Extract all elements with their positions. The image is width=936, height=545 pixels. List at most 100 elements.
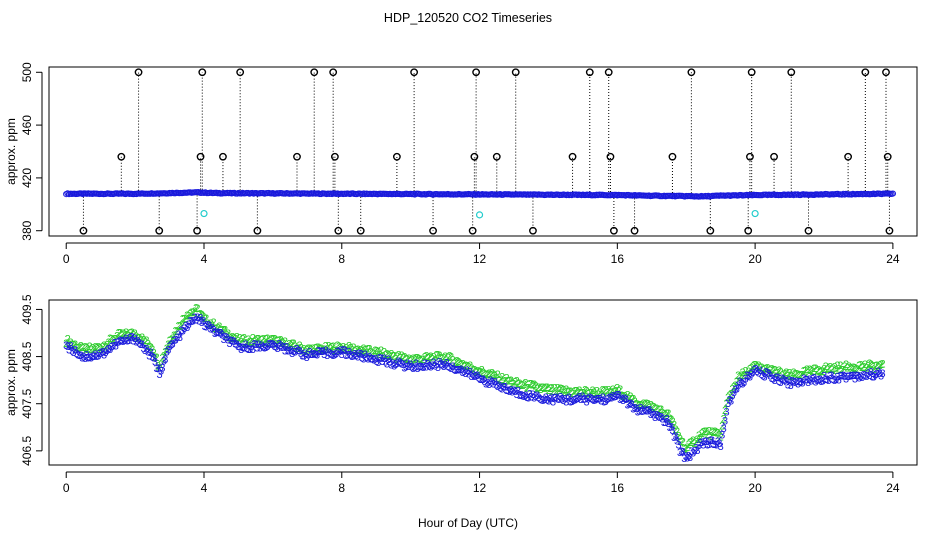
series-3-point: 3 [181,323,187,335]
series-2-point: 2 [88,344,94,356]
top-series [63,68,897,235]
series-3-point: 3 [702,436,708,448]
series-3-point: 3 [604,394,610,406]
series-3-point: 3 [362,349,368,361]
top-y-axis: 380 420 460 500 [20,62,43,241]
series-3-point: 3 [232,338,238,350]
series-3-point: 3 [598,396,604,408]
series-2-point: 2 [311,347,317,359]
series-3-point: 3 [849,371,855,383]
series-3-point: 3 [805,377,811,389]
series-3-point: 3 [877,368,883,380]
series-2-point: 2 [703,426,709,438]
series-2-point: 2 [509,379,515,391]
series-3-point: 3 [815,375,821,387]
series-3-point: 3 [110,341,116,353]
series-2-point: 2 [70,339,76,351]
series-3-point: 3 [224,332,230,344]
y-tick-label: 407.5 [20,388,34,418]
series-2-point: 2 [78,340,84,352]
series-3-point: 3 [605,393,611,405]
series-3-point: 3 [734,383,740,395]
series-3-point: 3 [330,350,336,362]
series-2-point: 2 [751,360,757,372]
series-3-point: 3 [587,392,593,404]
series-2-point: 2 [646,403,652,415]
series-2-point: 2 [780,369,786,381]
series-2-point: 2 [632,396,638,408]
series-3-point: 3 [393,359,399,371]
series-3-point: 3 [397,357,403,369]
series-3-point: 3 [320,346,326,358]
series-3-point: 3 [508,385,514,397]
series-3-point: 3 [766,368,772,380]
series-3-point: 3 [414,363,420,375]
series-3-point: 3 [731,387,737,399]
series-2-point: 2 [584,386,590,398]
series-3-point: 3 [366,352,372,364]
series-3-point: 3 [345,350,351,362]
series-3-point: 3 [206,320,212,332]
series-3-point: 3 [404,358,410,370]
series-2-point: 2 [769,363,775,375]
series-2-point: 2 [302,346,308,358]
series-2-point: 2 [117,328,123,340]
series-3-point: 3 [449,361,455,373]
series-2-point: 2 [363,347,369,359]
series-3-point: 3 [423,361,429,373]
bottom-series: 2222222222222222222222222222222222222222… [63,303,886,465]
series-3-point: 3 [237,342,243,354]
series-2-point: 2 [651,402,657,414]
series-2-point: 2 [664,408,670,420]
series-3-point: 3 [728,396,734,408]
series-2-point: 2 [544,382,550,394]
series-2-point: 2 [79,342,85,354]
series-3-point: 3 [143,344,149,356]
series-3-point: 3 [371,355,377,367]
series-3-point: 3 [668,422,674,434]
series-2-point: 2 [662,410,668,422]
series-3-point: 3 [878,370,884,382]
series-2-point: 2 [305,343,311,355]
series-3-point: 3 [820,376,826,388]
series-3-point: 3 [461,366,467,378]
series-3-point: 3 [616,389,622,401]
y-tick-label: 380 [20,220,34,240]
series-2-point: 2 [585,389,591,401]
series-3-point: 3 [779,373,785,385]
series-3-point: 3 [861,370,867,382]
x-tick-label: 0 [63,252,70,266]
series-3-point: 3 [751,364,757,376]
series-3-point: 3 [600,392,606,404]
series-3-point: 3 [681,453,687,465]
series-3-point: 3 [566,392,572,404]
spike-marker [134,68,143,77]
series-3-point: 3 [155,363,161,375]
series-3-point: 3 [88,352,94,364]
series-3-point: 3 [89,351,95,363]
series-3-point: 3 [410,363,416,375]
series-3-point: 3 [489,377,495,389]
series-3-point: 3 [292,347,298,359]
series-2-point: 2 [505,376,511,388]
series-3-point: 3 [381,353,387,365]
series-2-point: 2 [855,364,861,376]
series-3-point: 3 [678,446,684,458]
series-2-point: 2 [143,335,149,347]
series-2-point: 2 [178,320,184,332]
series-2-point: 2 [350,342,356,354]
series-3-point: 3 [874,368,880,380]
series-3-point: 3 [684,453,690,465]
series-2-point: 2 [289,338,295,350]
series-2-point: 2 [810,366,816,378]
series-2-point: 2 [140,335,146,347]
series-2-point: 2 [674,426,680,438]
series-2-point: 2 [565,386,571,398]
series-3-point: 3 [541,394,547,406]
series-3-point: 3 [607,392,613,404]
series-3-point: 3 [802,374,808,386]
series-3-point: 3 [291,346,297,358]
series-3-point: 3 [328,349,334,361]
series-2-point: 2 [474,366,480,378]
series-2-point: 2 [426,352,432,364]
